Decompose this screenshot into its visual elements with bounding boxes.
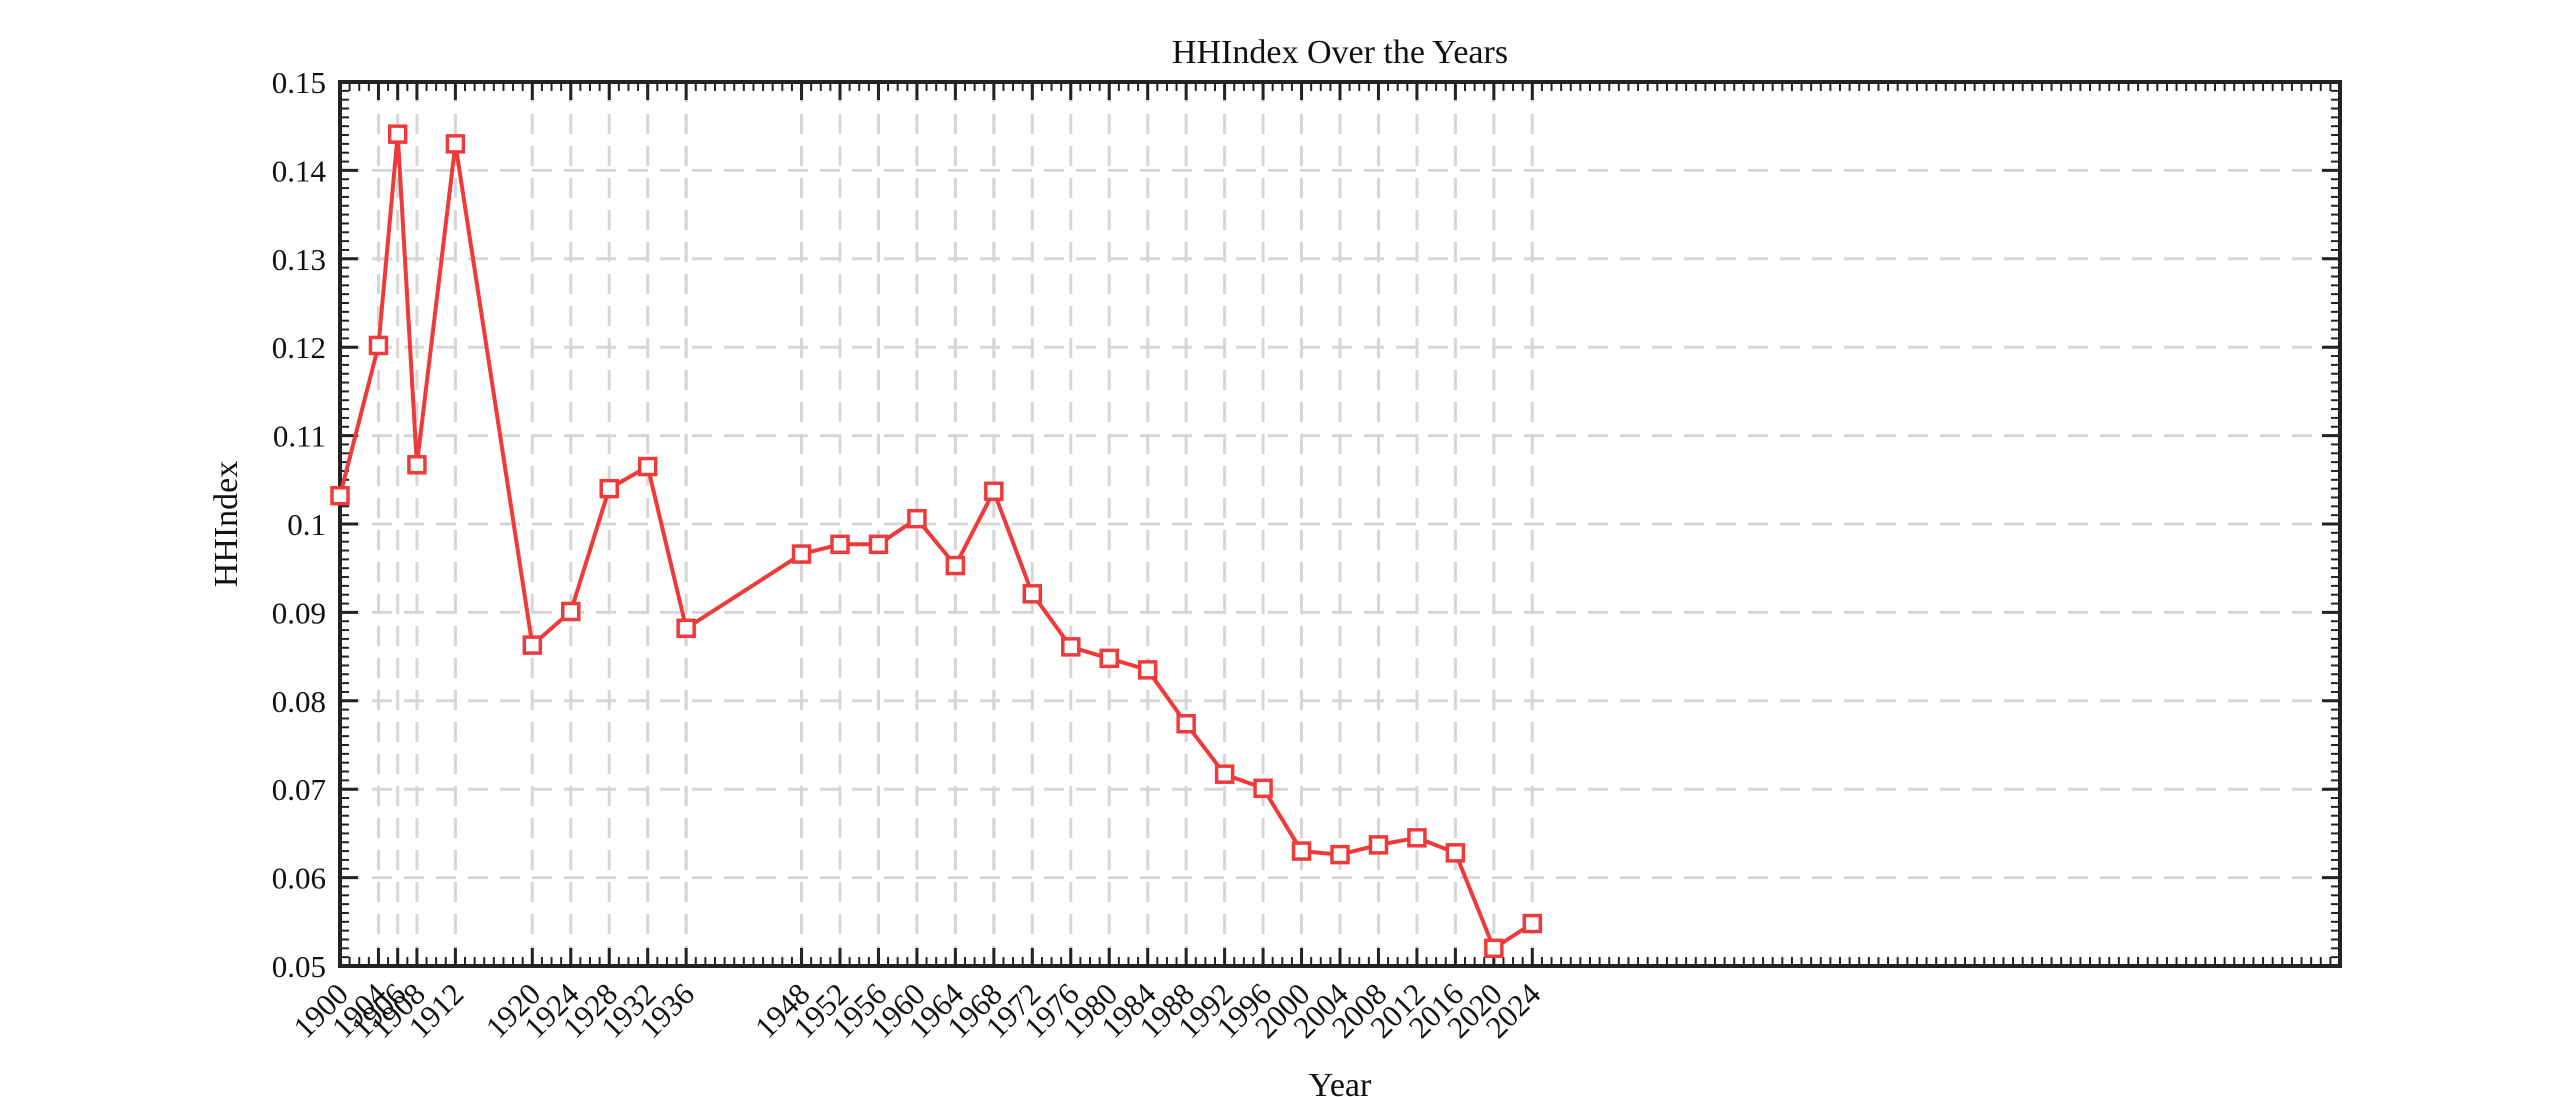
data-point-marker — [1099, 648, 1119, 669]
data-point-marker — [676, 618, 696, 639]
y-tick-label: 0.09 — [272, 595, 326, 630]
y-tick-label: 0.13 — [272, 242, 326, 277]
y-axis-tick-labels: 0.05 0.06 0.07 0.08 0.09 0.1 0.11 0.12 0.13 0.14 0… — [272, 65, 327, 984]
data-point-marker — [984, 481, 1004, 502]
series-line — [338, 132, 1534, 951]
data-point-marker — [830, 534, 850, 555]
y-tick-label: 0.08 — [272, 684, 326, 719]
y-tick-label: 0.11 — [273, 419, 326, 454]
plot-frame — [338, 80, 2342, 968]
data-point-marker — [868, 534, 889, 555]
data-point-marker — [1407, 828, 1427, 848]
data-point-marker — [1176, 714, 1196, 734]
data-point-marker — [791, 544, 812, 564]
data-point-marker — [1368, 835, 1389, 855]
data-point-marker — [1061, 637, 1081, 657]
data-point-marker — [330, 485, 350, 506]
y-tick-label: 0.12 — [272, 330, 326, 365]
data-point-marker — [599, 478, 619, 499]
y-tick-label: 0.07 — [272, 772, 326, 807]
data-point-marker — [445, 134, 466, 154]
data-point-marker — [387, 124, 408, 144]
data-point-marker — [945, 555, 966, 576]
chart-title: HHIndex Over the Years — [1172, 34, 1508, 71]
data-point-marker — [907, 508, 927, 529]
x-axis-label: Year — [1309, 1067, 1372, 1097]
y-tick-label: 0.06 — [272, 861, 326, 896]
y-tick-label: 0.15 — [272, 65, 326, 100]
data-point-marker — [368, 335, 389, 356]
data-point-marker — [561, 601, 581, 622]
data-point-marker — [407, 455, 427, 475]
data-point-marker — [1253, 778, 1273, 799]
data-point-marker — [1137, 660, 1158, 680]
data-series — [330, 124, 1543, 959]
data-point-marker — [1330, 844, 1350, 865]
data-point-marker — [1484, 938, 1504, 959]
data-point-marker — [1445, 843, 1466, 863]
y-tick-label: 0.05 — [272, 949, 326, 984]
data-point-marker — [522, 635, 543, 655]
y-tick-label: 0.14 — [272, 153, 327, 188]
data-point-marker — [1522, 913, 1543, 934]
y-axis-label: HHIndex — [208, 461, 245, 588]
grid — [340, 82, 2340, 966]
data-point-marker — [1022, 584, 1043, 604]
data-point-marker — [1214, 764, 1235, 784]
y-tick-label: 0.1 — [287, 507, 326, 542]
data-point-marker — [637, 456, 658, 477]
data-point-marker — [1291, 841, 1312, 861]
